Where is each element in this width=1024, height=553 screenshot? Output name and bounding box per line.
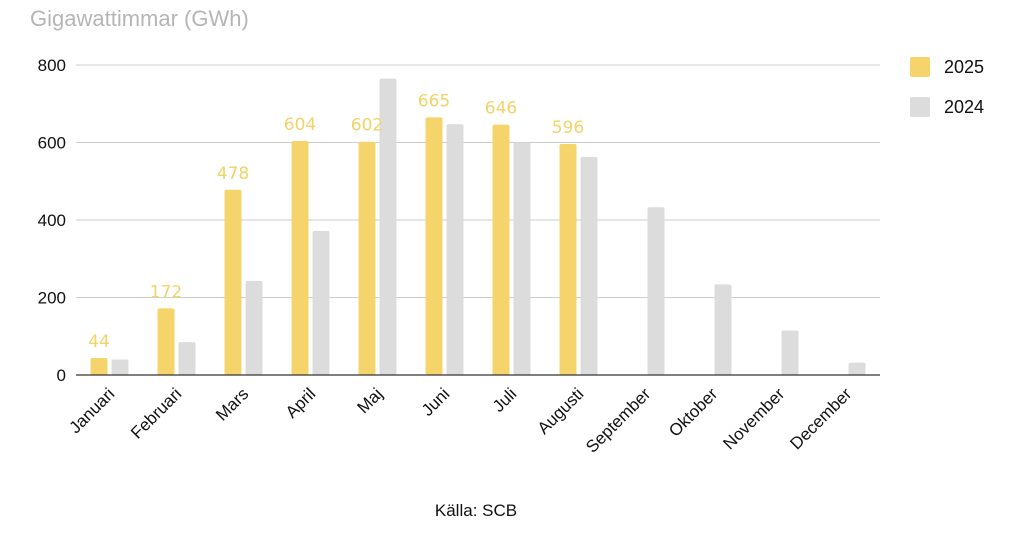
x-tick-label: Juli	[489, 384, 520, 415]
y-axis-ticks: 0 200 400 600 800	[38, 56, 66, 385]
data-label-juni: 665	[418, 91, 450, 111]
source-note: Källa: SCB	[435, 501, 517, 520]
bar-2025-april	[291, 140, 309, 375]
bar-2025-maj	[358, 141, 376, 375]
legend-label-2025: 2025	[944, 57, 984, 77]
x-tick-label: Februari	[127, 384, 185, 442]
x-tick-label: Maj	[354, 384, 387, 417]
y-tick-label: 200	[38, 289, 66, 308]
y-axis-title: Gigawattimmar (GWh)	[30, 6, 249, 31]
bar-2024-juli	[513, 142, 531, 375]
bar-2024-juni	[446, 124, 464, 375]
y-tick-label: 0	[57, 366, 66, 385]
bar-2024-januari	[111, 359, 129, 375]
data-label-maj: 602	[351, 116, 383, 136]
x-axis-ticks: Januari Februari Mars April Maj Juni Juli Augus…	[65, 384, 855, 456]
x-tick-label: April	[282, 384, 319, 421]
bar-2025-augusti	[559, 144, 577, 375]
data-labels: 44 172 478 604 602 665 646 596	[88, 91, 584, 352]
bar-2024-november	[781, 330, 799, 375]
bar-2025-februari	[157, 308, 175, 375]
data-label-augusti: 596	[552, 118, 584, 138]
data-label-mars: 478	[217, 164, 249, 184]
legend-swatch-2025	[910, 57, 930, 77]
bar-2024-december	[848, 362, 866, 375]
gridlines	[76, 64, 880, 298]
x-tick-label: September	[582, 384, 654, 456]
x-tick-label: Augusti	[534, 384, 588, 438]
data-label-januari: 44	[88, 332, 110, 352]
bar-2024-oktober	[714, 284, 732, 375]
bar-2025-juni	[425, 117, 443, 375]
y-tick-label: 400	[38, 211, 66, 230]
x-tick-label: Juni	[418, 384, 453, 419]
y-tick-label: 600	[38, 134, 66, 153]
x-tick-label: Mars	[212, 384, 252, 424]
bar-2025-mars	[224, 189, 242, 375]
data-label-juli: 646	[485, 99, 517, 119]
y-tick-label: 800	[38, 56, 66, 75]
bar-2025-januari	[90, 357, 108, 375]
bar-2024-april	[312, 230, 330, 375]
data-label-april: 604	[284, 115, 316, 135]
bar-2025-juli	[492, 124, 510, 375]
bar-2024-februari	[178, 342, 196, 375]
bars	[90, 78, 866, 375]
bar-2024-augusti	[580, 156, 598, 375]
x-tick-label: December	[786, 384, 855, 453]
bar-2024-mars	[245, 280, 263, 375]
legend-label-2024: 2024	[944, 97, 984, 117]
legend-swatch-2024	[910, 97, 930, 117]
legend: 2025 2024	[910, 57, 984, 117]
x-tick-label: November	[719, 384, 788, 453]
x-tick-label: Oktober	[665, 384, 721, 440]
data-label-februari: 172	[150, 282, 182, 302]
bar-2024-maj	[379, 78, 397, 375]
bar-2024-september	[647, 207, 665, 375]
x-tick-label: Januari	[65, 384, 118, 437]
